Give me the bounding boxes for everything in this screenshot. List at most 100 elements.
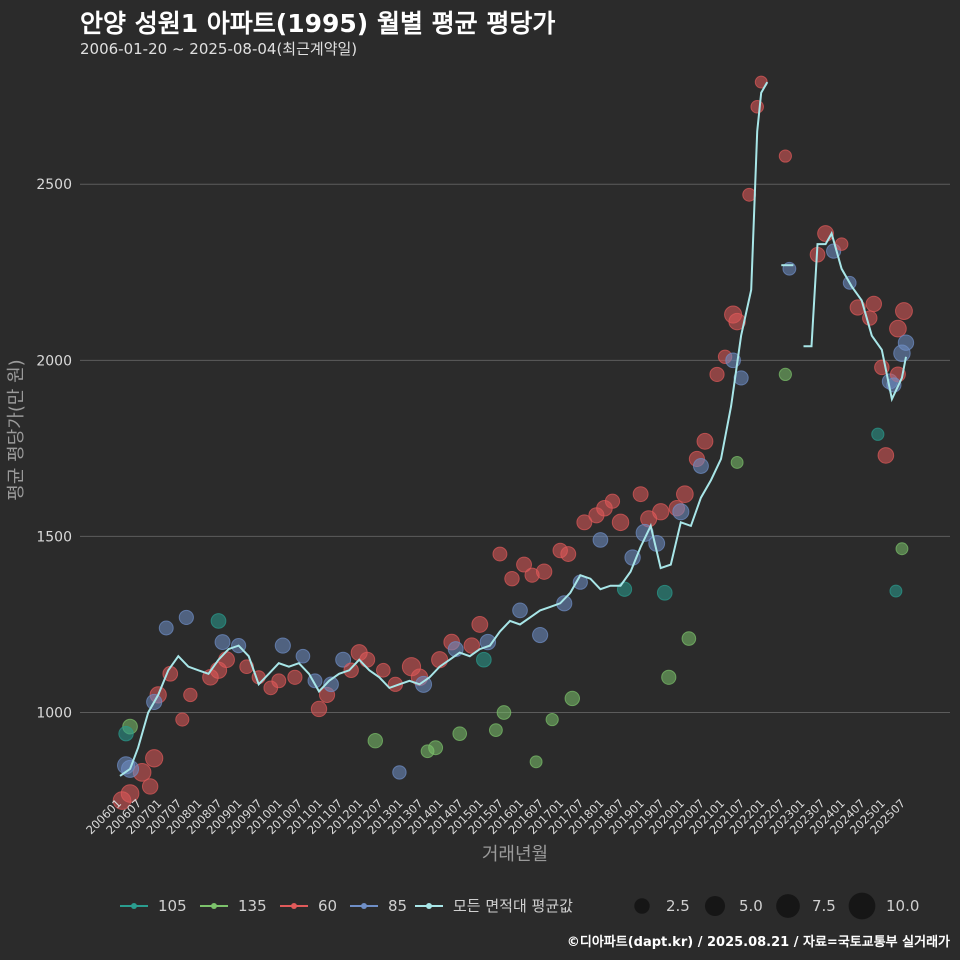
y-tick-label: 1500 xyxy=(36,529,72,545)
svg-text:135: 135 xyxy=(238,897,267,915)
point-60 xyxy=(889,319,907,338)
point-60 xyxy=(834,237,849,251)
point-60 xyxy=(728,312,746,331)
point-85 xyxy=(692,458,709,474)
svg-text:10.0: 10.0 xyxy=(886,897,919,915)
point-60 xyxy=(463,637,480,654)
point-60 xyxy=(492,546,508,562)
svg-text:105: 105 xyxy=(158,897,187,915)
y-axis-title: 평균 평당가(만 원) xyxy=(6,359,27,500)
point-60 xyxy=(145,749,164,768)
point-135 xyxy=(452,726,468,741)
point-85 xyxy=(733,370,749,386)
point-85 xyxy=(479,633,497,651)
legend-size-5.0: 5.0 xyxy=(704,895,763,917)
point-60 xyxy=(611,513,630,532)
point-85 xyxy=(158,620,174,636)
point-60 xyxy=(895,302,913,320)
point-85 xyxy=(295,648,311,664)
point-85 xyxy=(897,334,915,351)
point-60 xyxy=(431,651,449,669)
point-85 xyxy=(532,626,549,644)
legend-size-10.0: 10.0 xyxy=(848,892,919,920)
legend-size-7.5: 7.5 xyxy=(776,894,836,918)
point-60 xyxy=(271,673,287,689)
point-85 xyxy=(335,651,352,668)
point-60 xyxy=(359,651,376,668)
point-135 xyxy=(496,705,512,720)
svg-text:모든 면적대 평균값: 모든 면적대 평균값 xyxy=(453,897,573,915)
svg-text:85: 85 xyxy=(388,897,407,915)
point-60 xyxy=(175,712,190,727)
point-135 xyxy=(730,456,744,469)
point-60 xyxy=(516,556,533,573)
y-tick-label: 2000 xyxy=(36,353,72,369)
point-60 xyxy=(287,669,303,685)
legend-item-85: 85 xyxy=(350,897,407,915)
legend: 105 135 60 85 모든 면적대 평균값 2.5 5.0 7.5 10.0 xyxy=(120,892,919,920)
point-60 xyxy=(560,546,577,562)
point-135 xyxy=(545,712,559,727)
point-60 xyxy=(504,570,520,587)
point-85 xyxy=(178,609,194,626)
point-105 xyxy=(616,581,633,597)
point-105 xyxy=(871,427,885,441)
legend-item-135: 135 xyxy=(200,897,267,915)
point-60 xyxy=(141,778,159,795)
point-60 xyxy=(576,514,593,531)
point-85 xyxy=(214,634,231,651)
grid-lines xyxy=(80,183,950,714)
svg-text:60: 60 xyxy=(318,897,337,915)
point-60 xyxy=(750,99,764,114)
point-85 xyxy=(512,602,528,619)
legend-item-105: 105 xyxy=(120,897,187,915)
point-105 xyxy=(476,651,492,668)
point-85 xyxy=(415,675,433,693)
point-60 xyxy=(604,493,621,509)
y-tick-label: 2500 xyxy=(36,177,72,193)
point-60 xyxy=(696,432,714,450)
point-60 xyxy=(849,299,866,316)
point-60 xyxy=(376,662,391,678)
chart-subtitle: 2006-01-20 ~ 2025-08-04(최근계약일) xyxy=(80,40,358,58)
point-60 xyxy=(535,563,553,580)
point-135 xyxy=(564,690,581,707)
point-60 xyxy=(676,485,694,503)
point-60 xyxy=(778,149,792,163)
point-135 xyxy=(488,723,503,738)
point-60 xyxy=(652,503,670,521)
point-105 xyxy=(656,584,673,601)
point-135 xyxy=(661,669,677,685)
svg-text:2.5: 2.5 xyxy=(666,897,690,915)
point-60 xyxy=(471,616,489,633)
point-105 xyxy=(210,613,227,629)
point-60 xyxy=(183,687,198,703)
average-line xyxy=(119,81,907,777)
point-60 xyxy=(218,651,235,669)
point-135 xyxy=(895,542,909,556)
point-60 xyxy=(865,295,882,313)
point-85 xyxy=(592,532,609,548)
point-135 xyxy=(681,631,697,646)
point-85 xyxy=(274,637,291,654)
point-85 xyxy=(556,595,573,612)
avg-line-segment xyxy=(119,81,769,777)
point-60 xyxy=(310,700,328,718)
point-60 xyxy=(709,366,725,383)
x-axis-title: 거래년월 xyxy=(482,844,548,865)
avg-line-segment xyxy=(803,230,907,403)
point-135 xyxy=(778,367,792,382)
point-85 xyxy=(392,765,407,780)
legend-item-60: 60 xyxy=(280,897,337,915)
svg-text:5.0: 5.0 xyxy=(739,897,763,915)
footer-credit: ©디아파트(dapt.kr) / 2025.08.21 / 자료=국토교통부 실… xyxy=(566,935,950,950)
legend-size-2.5: 2.5 xyxy=(634,897,690,915)
data-points xyxy=(112,75,915,810)
x-tick-labels: 2006012006072007012007072008012008072009… xyxy=(83,796,908,837)
point-85 xyxy=(323,676,339,693)
point-60 xyxy=(120,784,140,803)
point-85 xyxy=(672,503,690,521)
point-105 xyxy=(889,584,903,598)
y-tick-labels: 1000 1500 2000 2500 xyxy=(36,177,72,721)
